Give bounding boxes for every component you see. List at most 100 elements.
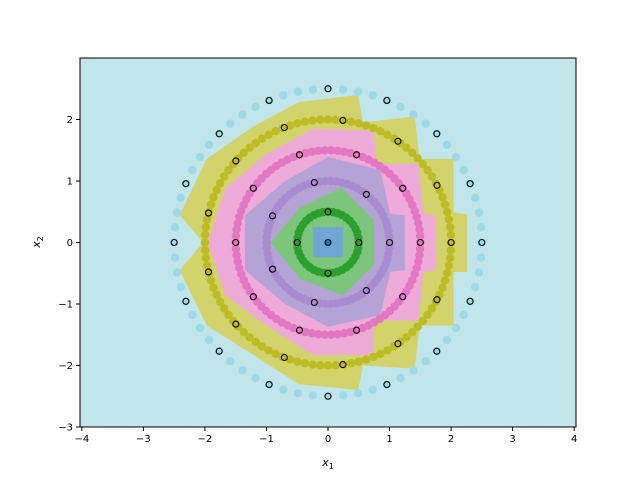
y-tick-label: 0	[67, 238, 73, 249]
data-point	[251, 102, 260, 112]
data-point	[438, 283, 447, 292]
marker-point	[324, 269, 332, 277]
data-point	[333, 146, 342, 155]
data-point	[440, 276, 450, 285]
data-point	[320, 146, 329, 155]
marker-point	[383, 96, 391, 105]
data-point	[226, 119, 235, 128]
data-point	[446, 230, 456, 239]
y-tick-label: −1	[58, 300, 73, 311]
x-tick-label: 0	[325, 434, 331, 445]
marker-point	[310, 178, 318, 187]
data-point	[238, 110, 247, 119]
data-point	[212, 290, 221, 300]
data-point	[172, 208, 182, 217]
data-point	[209, 193, 218, 202]
decision-regions	[179, 94, 468, 391]
data-point	[314, 146, 323, 155]
marker-point	[249, 184, 257, 192]
data-point	[320, 330, 329, 339]
data-point	[402, 143, 411, 152]
data-point	[238, 366, 247, 375]
data-point	[251, 337, 260, 347]
x-tick-label: 4	[571, 434, 577, 445]
data-point	[245, 333, 254, 342]
x-tick-label: 3	[509, 434, 515, 445]
marker-point	[324, 208, 332, 216]
data-point	[257, 134, 267, 143]
data-point	[418, 316, 428, 326]
data-point	[353, 87, 363, 96]
data-point	[202, 261, 212, 270]
marker-point	[204, 209, 213, 217]
data-point	[308, 391, 318, 400]
data-point	[215, 179, 225, 188]
data-point	[226, 357, 235, 366]
data-point	[369, 352, 378, 362]
data-point	[354, 357, 363, 366]
data-point	[443, 207, 452, 217]
data-point	[346, 148, 355, 158]
marker-point	[232, 157, 240, 165]
data-point	[170, 253, 180, 262]
x-tick-label: −3	[136, 434, 151, 445]
data-point	[368, 91, 377, 100]
data-point	[354, 119, 363, 128]
marker-point	[232, 238, 240, 247]
marker-point	[324, 238, 332, 247]
data-point	[200, 238, 210, 247]
data-point	[444, 215, 454, 224]
data-point	[224, 166, 233, 175]
data-point	[402, 333, 411, 342]
marker-point	[170, 238, 178, 247]
data-point	[204, 140, 214, 150]
data-point	[271, 349, 280, 358]
data-point	[293, 87, 303, 96]
data-point	[333, 330, 342, 339]
marker-point	[269, 212, 277, 220]
data-point	[443, 268, 452, 278]
data-point	[215, 297, 225, 306]
data-point	[307, 147, 317, 156]
marker-point	[339, 361, 347, 369]
data-point	[264, 130, 273, 139]
data-point	[427, 172, 437, 181]
data-point	[251, 373, 260, 383]
x-tick-label: −4	[74, 434, 89, 445]
data-point	[231, 244, 241, 254]
data-point	[232, 225, 241, 234]
marker-points	[170, 85, 486, 400]
data-point	[231, 231, 241, 241]
data-point	[383, 130, 392, 139]
data-point	[474, 268, 484, 277]
data-point	[300, 359, 310, 368]
marker-point	[355, 238, 363, 247]
data-point	[206, 276, 216, 285]
data-point	[476, 253, 486, 262]
marker-point	[339, 116, 347, 124]
data-point	[209, 283, 218, 292]
data-point	[172, 268, 182, 277]
data-point	[383, 346, 392, 355]
data-point	[327, 146, 336, 155]
marker-point	[215, 130, 223, 138]
data-point	[451, 323, 461, 333]
marker-point	[433, 296, 441, 304]
marker-point	[280, 123, 288, 132]
data-point	[327, 330, 336, 339]
data-point	[228, 316, 238, 326]
marker-point	[466, 297, 474, 305]
data-point	[445, 253, 455, 263]
data-point	[202, 215, 212, 224]
data-point	[338, 85, 348, 94]
x-tick-label: 2	[448, 434, 454, 445]
data-point	[224, 310, 233, 319]
marker-point	[399, 184, 407, 192]
data-point	[323, 115, 333, 124]
marker-point	[362, 190, 370, 198]
data-point	[239, 327, 248, 337]
data-point	[234, 154, 243, 163]
data-point	[423, 166, 432, 175]
data-point	[418, 159, 428, 169]
